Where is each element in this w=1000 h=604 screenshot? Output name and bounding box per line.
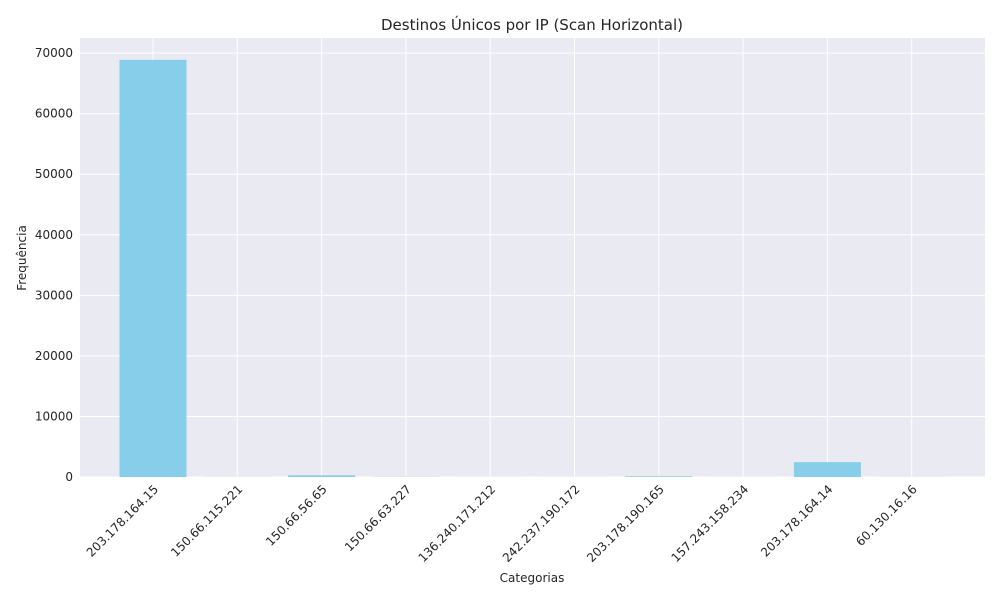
y-tick-label: 40000: [35, 228, 73, 242]
x-tick-label: 203.178.190.165: [584, 482, 667, 565]
x-tick-label: 203.178.164.15: [84, 482, 161, 559]
y-tick-labels: 0 10000 20000 30000 40000 50000 60000 70000: [35, 46, 73, 484]
y-tick-label: 0: [65, 470, 73, 484]
y-tick-label: 30000: [35, 288, 73, 302]
bar: [288, 475, 355, 477]
x-axis-label: Categorias: [500, 571, 565, 585]
chart-title: Destinos Únicos por IP (Scan Horizontal): [381, 15, 683, 34]
y-tick-label: 10000: [35, 409, 73, 423]
x-tick-label: 136.240.171.212: [416, 482, 499, 565]
bar: [625, 476, 692, 477]
x-tick-label: 150.66.63.227: [342, 482, 414, 554]
x-tick-label: 150.66.115.221: [168, 482, 245, 559]
x-tick-label: 60.130.16.16: [853, 482, 920, 549]
bar: [794, 462, 861, 477]
plot-area-background: [80, 38, 985, 477]
y-tick-label: 60000: [35, 107, 73, 121]
x-tick-label: 157.243.158.234: [668, 482, 751, 565]
x-tick-label: 242.237.190.172: [500, 482, 583, 565]
y-axis-label: Frequência: [15, 225, 29, 291]
x-tick-label: 203.178.164.14: [758, 482, 835, 559]
y-tick-label: 50000: [35, 167, 73, 181]
x-tick-label: 150.66.56.65: [263, 482, 330, 549]
y-tick-label: 20000: [35, 349, 73, 363]
bar: [120, 60, 187, 477]
y-tick-label: 70000: [35, 46, 73, 60]
